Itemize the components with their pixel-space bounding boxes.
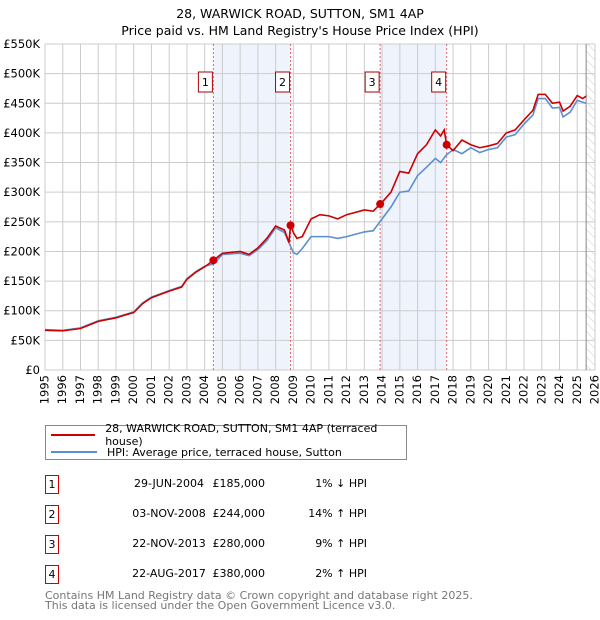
x-tick-label: 2017 — [428, 375, 442, 404]
x-tick-label: 2002 — [162, 375, 176, 404]
x-tick-label: 2021 — [499, 375, 513, 404]
x-tick-label: 2024 — [552, 375, 566, 404]
x-tick-label: 2001 — [144, 375, 158, 404]
y-tick-label: £350K — [3, 156, 40, 170]
y-tick-label: £550K — [3, 37, 40, 51]
sale-price: £185,000 — [212, 477, 266, 490]
y-tick-label: £300K — [3, 185, 40, 199]
sale-label-box — [275, 71, 291, 93]
sale-label-box — [431, 71, 447, 93]
sale-number-badge: 1 — [45, 475, 59, 494]
sale-price: £280,000 — [212, 537, 266, 550]
x-tick-label: 2003 — [179, 375, 193, 404]
legend-item-property: 28, WARWICK ROAD, SUTTON, SM1 4AP (terra… — [46, 422, 406, 448]
sale-row: 1 29-JUN-2004 £185,000 1% ↓ HPI — [45, 475, 405, 495]
forecast-hatch — [586, 44, 595, 370]
sale-label: 2 — [279, 76, 286, 89]
legend: 28, WARWICK ROAD, SUTTON, SM1 4AP (terra… — [45, 422, 407, 460]
x-tick-label: 2016 — [410, 375, 424, 404]
x-tick-label: 2025 — [570, 375, 584, 404]
y-tick-label: £400K — [3, 126, 40, 140]
sale-date: 03-NOV-2008 — [132, 507, 206, 520]
sale-label: 1 — [202, 76, 209, 89]
sale-point — [442, 140, 451, 149]
y-tick-label: £500K — [3, 67, 40, 81]
chart-subtitle: Price paid vs. HM Land Registry's House … — [121, 23, 478, 38]
y-tick-label: £100K — [3, 304, 40, 318]
x-tick-label: 1998 — [91, 375, 105, 404]
footer-licence: This data is licensed under the Open Gov… — [45, 599, 396, 612]
sale-hpi-diff: 9% ↑ HPI — [315, 537, 367, 550]
x-tick-label: 1996 — [55, 375, 69, 404]
sale-date: 22-NOV-2013 — [132, 537, 206, 550]
footer-copyright: Contains HM Land Registry data © Crown c… — [45, 589, 473, 602]
x-tick-label: 2019 — [463, 375, 477, 404]
sale-hpi-diff: 14% ↑ HPI — [308, 507, 367, 520]
x-tick-label: 1999 — [108, 375, 122, 404]
price-chart: 28, WARWICK ROAD, SUTTON, SM1 4AP Price … — [3, 6, 600, 404]
x-tick-label: 1997 — [73, 375, 87, 404]
sale-hpi-diff: 1% ↓ HPI — [315, 477, 367, 490]
x-tick-label: 2000 — [126, 375, 140, 404]
x-tick-label: 2009 — [286, 375, 300, 404]
legend-label: 28, WARWICK ROAD, SUTTON, SM1 4AP (terra… — [105, 422, 378, 448]
y-tick-label: £0 — [25, 363, 40, 377]
sale-point — [286, 221, 295, 230]
legend-swatch-red — [51, 434, 96, 436]
y-tick-label: £200K — [3, 244, 40, 258]
sale-row: 3 22-NOV-2013 £280,000 9% ↑ HPI — [45, 535, 405, 555]
sale-point — [376, 200, 385, 209]
x-tick-label: 2007 — [250, 375, 264, 404]
sale-row: 2 03-NOV-2008 £244,000 14% ↑ HPI — [45, 505, 405, 525]
x-tick-label: 2006 — [233, 375, 247, 404]
sale-label-box — [364, 71, 380, 93]
chart-title: 28, WARWICK ROAD, SUTTON, SM1 4AP — [176, 6, 424, 21]
x-tick-label: 2020 — [481, 375, 495, 404]
y-tick-label: £250K — [3, 215, 40, 229]
sale-date: 22-AUG-2017 — [132, 567, 206, 580]
x-tick-label: 2018 — [446, 375, 460, 404]
x-tick-label: 2014 — [375, 375, 389, 404]
x-tick-label: 2011 — [321, 375, 335, 404]
x-tick-label: 2026 — [588, 375, 600, 404]
x-tick-label: 2004 — [197, 375, 211, 404]
sale-label: 4 — [435, 76, 442, 89]
sale-number-badge: 4 — [45, 565, 59, 584]
x-tick-label: 2012 — [339, 375, 353, 404]
sale-number-badge: 2 — [45, 505, 59, 524]
x-tick-label: 2005 — [215, 375, 229, 404]
sale-date: 29-JUN-2004 — [133, 477, 205, 490]
sale-period-shade — [213, 44, 291, 370]
property-price-line — [44, 93, 587, 332]
sale-label: 3 — [369, 76, 376, 89]
legend-swatch-blue — [51, 451, 97, 453]
sale-number-badge: 3 — [45, 535, 59, 554]
legend-item-hpi: HPI: Average price, terraced house, Sutt… — [46, 444, 342, 460]
sale-price: £244,000 — [212, 507, 266, 520]
sale-price: £380,000 — [212, 567, 266, 580]
x-tick-label: 2013 — [357, 375, 371, 404]
x-tick-label: 2023 — [534, 375, 548, 404]
x-tick-label: 1995 — [38, 375, 52, 404]
x-tick-label: 2008 — [268, 375, 282, 404]
sale-label-box — [197, 71, 213, 93]
sale-row: 4 22-AUG-2017 £380,000 2% ↑ HPI — [45, 565, 405, 585]
y-tick-label: £450K — [3, 96, 40, 110]
sale-hpi-diff: 2% ↑ HPI — [315, 567, 367, 580]
sale-point — [209, 256, 218, 265]
y-tick-label: £50K — [11, 333, 41, 347]
x-tick-label: 2015 — [392, 375, 406, 404]
x-tick-label: 2022 — [517, 375, 531, 404]
x-tick-label: 2010 — [304, 375, 318, 404]
legend-label: HPI: Average price, terraced house, Sutt… — [107, 445, 342, 459]
y-tick-label: £150K — [3, 274, 40, 288]
